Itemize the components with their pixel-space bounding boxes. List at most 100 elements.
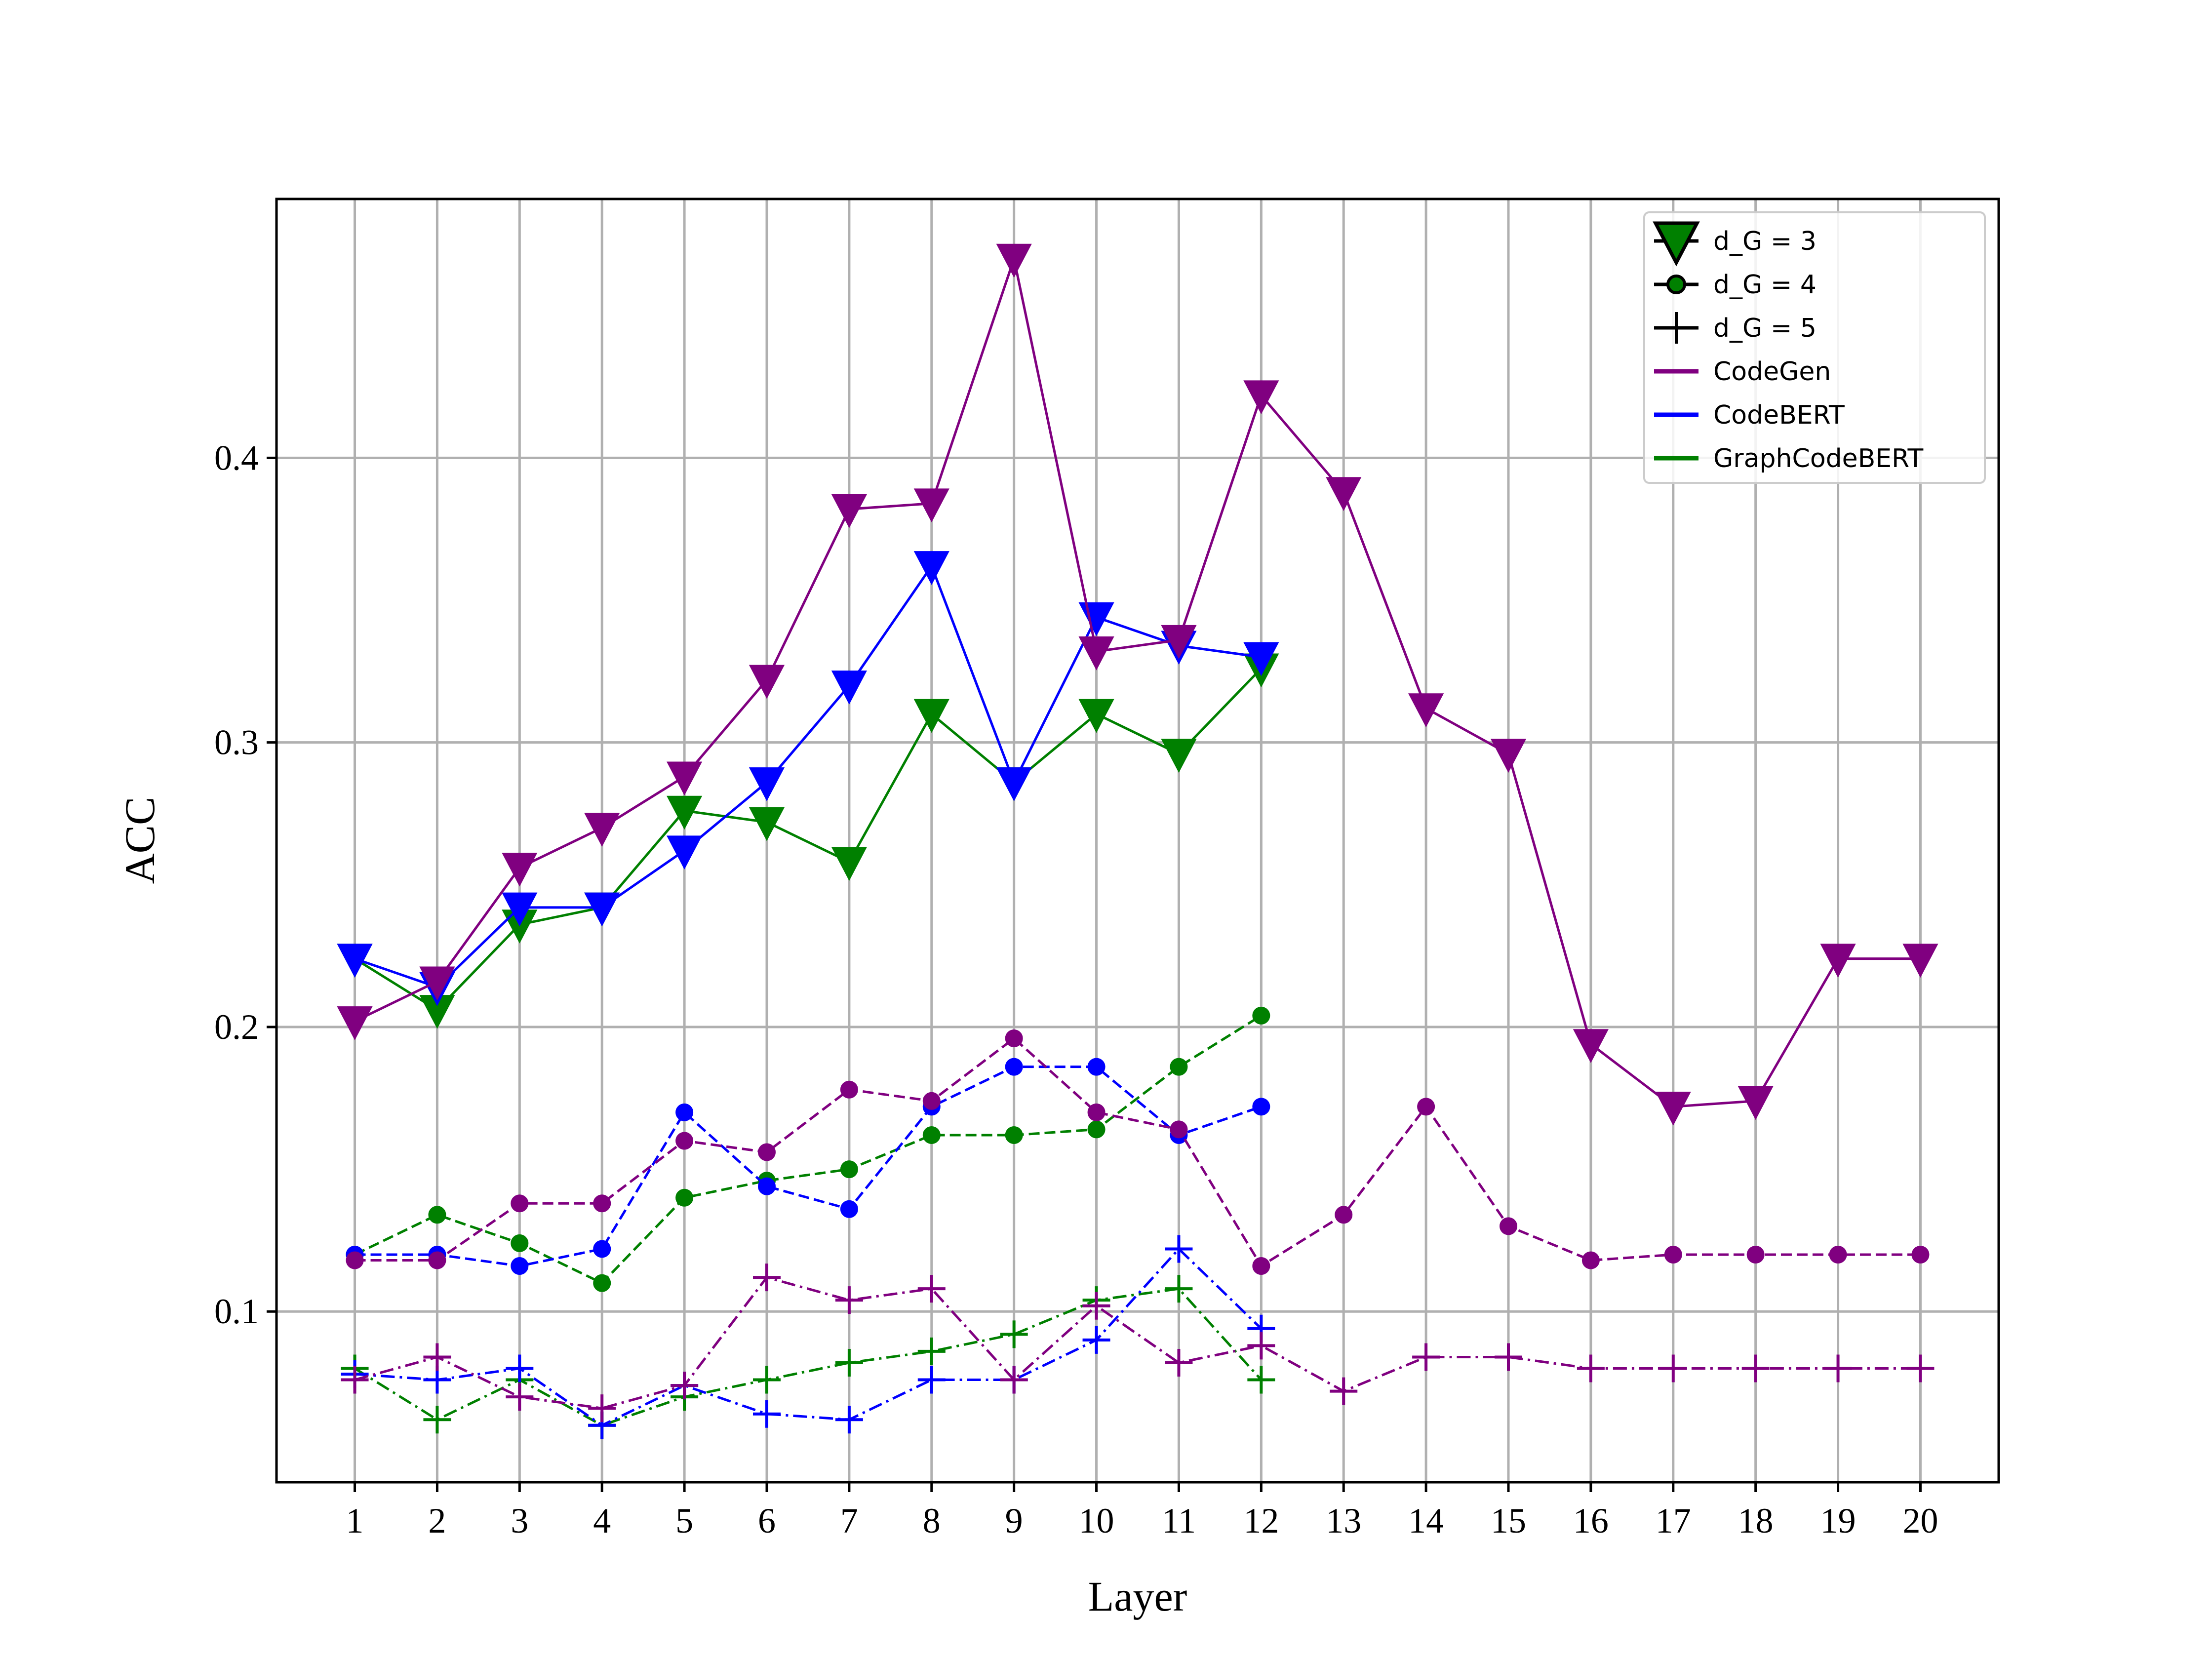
data-point bbox=[835, 1286, 863, 1314]
legend-entry: d_G = 5 bbox=[1654, 312, 1817, 344]
legend-entry: d_G = 3 bbox=[1653, 221, 1817, 267]
x-tick-label: 1 bbox=[346, 1501, 364, 1540]
data-point bbox=[428, 1206, 446, 1224]
data-point bbox=[1412, 1343, 1440, 1371]
data-point bbox=[1165, 1235, 1193, 1263]
data-point bbox=[752, 1264, 781, 1292]
data-point bbox=[749, 665, 785, 699]
data-point bbox=[1741, 1354, 1770, 1382]
data-point bbox=[1005, 1058, 1023, 1076]
data-point bbox=[1664, 1245, 1682, 1264]
x-tick-label: 19 bbox=[1820, 1501, 1856, 1540]
data-point bbox=[1824, 1354, 1852, 1382]
x-tick-label: 6 bbox=[758, 1501, 776, 1540]
data-point bbox=[1902, 944, 1938, 978]
data-point bbox=[588, 1394, 616, 1422]
x-tick-label: 8 bbox=[923, 1501, 941, 1540]
series-line bbox=[354, 564, 1262, 988]
data-point bbox=[917, 1337, 946, 1365]
series-group bbox=[337, 243, 1938, 1439]
data-point bbox=[1005, 1126, 1023, 1144]
data-point bbox=[1746, 1245, 1765, 1264]
data-point bbox=[1581, 1251, 1600, 1269]
y-tick-label: 0.3 bbox=[214, 723, 259, 762]
data-point bbox=[419, 966, 455, 1001]
data-point bbox=[1417, 1098, 1435, 1116]
data-point bbox=[667, 835, 703, 870]
data-point bbox=[840, 1200, 858, 1218]
data-point bbox=[1087, 1058, 1106, 1076]
data-point bbox=[1243, 380, 1279, 415]
data-point bbox=[1335, 1206, 1353, 1224]
data-point bbox=[1087, 1120, 1106, 1139]
data-point bbox=[1247, 1332, 1275, 1360]
data-point bbox=[1911, 1245, 1930, 1264]
data-point bbox=[1408, 693, 1444, 727]
x-tick-label: 3 bbox=[511, 1501, 528, 1540]
data-point bbox=[913, 551, 949, 585]
data-point bbox=[593, 1274, 611, 1292]
data-point bbox=[749, 807, 785, 841]
series-codegen-dg4 bbox=[346, 1029, 1930, 1275]
grid bbox=[276, 199, 1999, 1482]
data-point bbox=[341, 1366, 369, 1394]
data-point bbox=[1165, 1275, 1193, 1303]
plot-frame bbox=[275, 198, 2000, 1484]
legend-entry: CodeGen bbox=[1654, 357, 1831, 387]
data-point bbox=[428, 1251, 446, 1269]
x-tick-label: 16 bbox=[1573, 1501, 1609, 1540]
x-tick-label: 5 bbox=[675, 1501, 693, 1540]
data-point bbox=[1490, 739, 1527, 773]
data-point bbox=[1330, 1377, 1358, 1405]
y-tick-label: 0.2 bbox=[214, 1007, 259, 1047]
data-point bbox=[749, 767, 785, 801]
legend-entry: GraphCodeBERT bbox=[1654, 444, 1924, 474]
data-point bbox=[1252, 1098, 1270, 1116]
data-point bbox=[831, 671, 867, 705]
data-point bbox=[922, 1092, 941, 1110]
data-point bbox=[1247, 1366, 1275, 1394]
data-point bbox=[675, 1132, 694, 1150]
data-point bbox=[506, 1354, 534, 1382]
x-tick-label: 10 bbox=[1079, 1501, 1114, 1540]
data-point bbox=[1252, 1257, 1270, 1275]
legend-label: CodeBERT bbox=[1713, 400, 1845, 430]
series-codegen-dg3 bbox=[337, 243, 1938, 1126]
data-point bbox=[831, 847, 867, 881]
data-point bbox=[922, 1126, 941, 1144]
data-point bbox=[1500, 1217, 1518, 1235]
data-point bbox=[337, 1006, 373, 1040]
legend-label: GraphCodeBERT bbox=[1713, 444, 1924, 474]
x-tick-label: 20 bbox=[1902, 1501, 1938, 1540]
legend-marker-triangle bbox=[1653, 221, 1700, 267]
data-point bbox=[913, 699, 949, 733]
data-point bbox=[1326, 477, 1362, 511]
data-point bbox=[675, 1188, 694, 1207]
x-axis-label: Layer bbox=[1088, 1573, 1187, 1620]
legend-entry: CodeBERT bbox=[1654, 400, 1845, 430]
data-point bbox=[346, 1251, 364, 1269]
data-point bbox=[1082, 1326, 1110, 1354]
data-point bbox=[506, 1383, 534, 1411]
data-point bbox=[1087, 1103, 1106, 1121]
series-codegen-dg5 bbox=[341, 1264, 1935, 1422]
legend: d_G = 3 d_G = 4 d_G = 5 CodeGen CodeBERT Grap… bbox=[1643, 211, 1986, 484]
data-point bbox=[511, 1234, 529, 1252]
series-line bbox=[355, 1066, 1262, 1267]
data-point bbox=[511, 1194, 529, 1213]
data-point bbox=[1659, 1354, 1687, 1382]
data-point bbox=[593, 1194, 611, 1213]
data-point bbox=[423, 1406, 451, 1434]
data-point bbox=[752, 1366, 781, 1394]
data-point bbox=[1000, 1320, 1028, 1348]
data-point bbox=[757, 1143, 776, 1161]
data-point bbox=[1078, 699, 1114, 733]
data-point bbox=[502, 852, 538, 887]
data-point bbox=[675, 1103, 694, 1121]
legend-marker-circle bbox=[1666, 275, 1686, 294]
data-point bbox=[423, 1343, 451, 1371]
data-point bbox=[757, 1177, 776, 1195]
x-tick-label: 4 bbox=[593, 1501, 611, 1540]
data-point bbox=[1829, 1245, 1847, 1264]
